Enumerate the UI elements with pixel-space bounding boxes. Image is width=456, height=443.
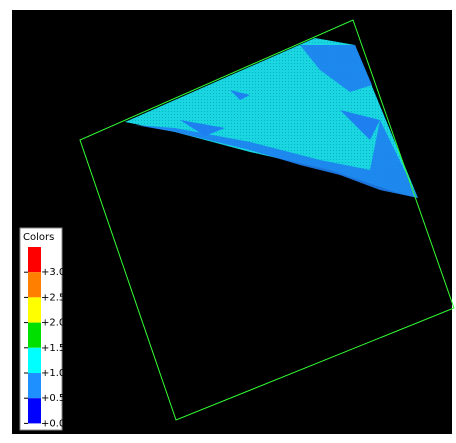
legend-label: +1.00 xyxy=(41,368,72,379)
viewport: Colors +3.00 +2.50 +2.00 +1.50 +1.00 +0.50 +0.… xyxy=(0,0,456,443)
legend-swatch xyxy=(28,398,41,423)
legend-label: +3.00 xyxy=(41,267,72,278)
page: Colors +3.00 +2.50 +2.00 +1.50 +1.00 +0.50 +0.… xyxy=(0,0,456,443)
legend-swatch xyxy=(28,323,41,348)
legend-swatch xyxy=(28,373,41,398)
legend-swatch xyxy=(28,247,41,272)
legend-label: +0.50 xyxy=(41,393,72,404)
legend-swatch xyxy=(28,272,41,297)
legend-label: +2.50 xyxy=(41,292,72,303)
legend-label: +0.00 xyxy=(41,418,72,429)
legend-swatch xyxy=(28,297,41,322)
legend-title: Colors xyxy=(23,232,54,243)
legend-swatch xyxy=(28,348,41,373)
legend-label: +1.50 xyxy=(41,343,72,354)
legend-label: +2.00 xyxy=(41,318,72,329)
